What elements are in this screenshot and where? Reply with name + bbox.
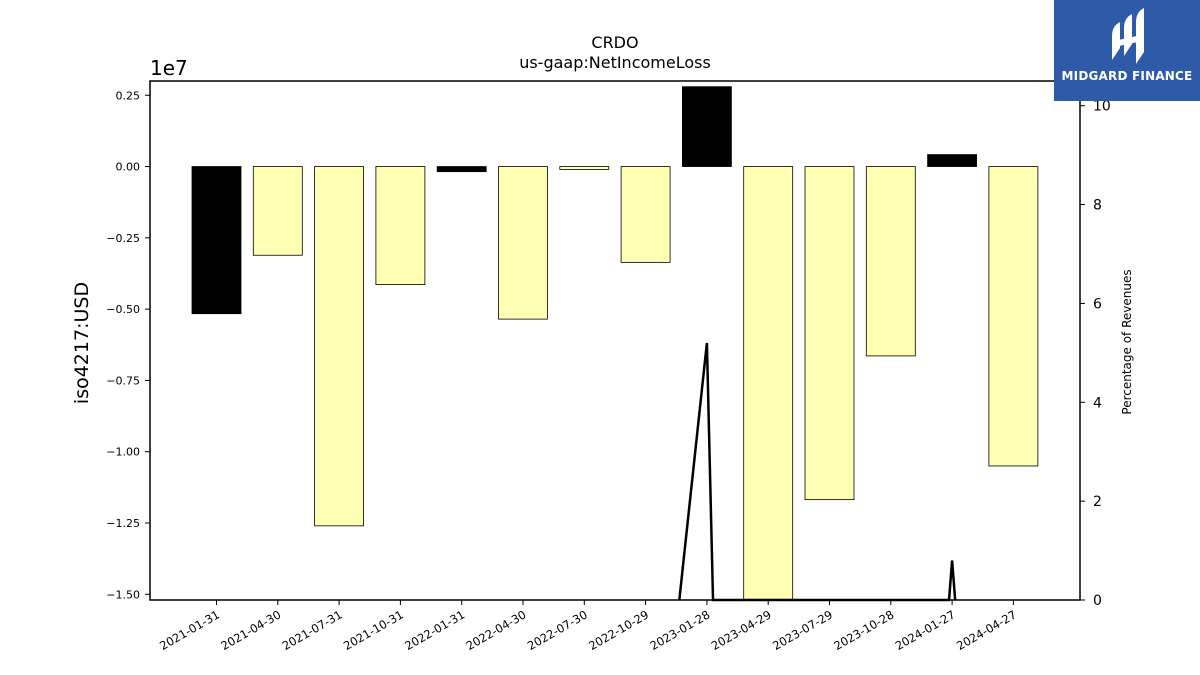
x-tick-label: 2022-07-30 [525,607,590,653]
bar-2021-01-31 [191,166,242,315]
y-tick-label: −1.00 [106,446,140,459]
x-tick-label: 2023-04-29 [709,607,774,653]
x-tick-label: 2022-10-29 [586,607,651,653]
x-tick-label: 2023-07-29 [770,607,835,653]
y-tick-label: −1.50 [106,588,140,601]
y2-tick-label: 6 [1093,296,1102,312]
x-tick-label: 2021-10-31 [341,607,406,653]
bar-2021-10-31 [375,166,426,286]
y2-tick-label: 0 [1093,593,1102,609]
x-tick-label: 2023-01-28 [648,607,713,653]
x-tick-label: 2024-04-27 [954,607,1019,653]
y2-tick-label: 4 [1093,395,1102,411]
y-tick-label: 0.25 [116,89,141,102]
y-axis-label: iso4217:USD [71,282,93,404]
x-tick-label: 2021-07-31 [280,607,345,653]
logo-text: MIDGARD FINANCE [1061,69,1193,83]
y-tick-label: 0.00 [116,161,141,174]
bar-2022-01-31 [436,166,487,173]
y-tick-label: −0.50 [106,303,140,316]
x-tick-label: 2021-04-30 [218,607,283,653]
x-tick-label: 2021-01-31 [157,607,222,653]
bar-2024-04-27 [988,166,1039,467]
chart-title: CRDO [591,33,638,52]
plot-frame [149,80,1081,601]
x-tick-label: 2022-04-30 [464,607,529,653]
y-tick-label: −0.75 [106,374,140,387]
chart-subtitle: us-gaap:NetIncomeLoss [519,53,711,72]
y-ticks: −1.50 −1.25 −1.00 −0.75 −0.50 −0.25 0.00 0.25 [106,89,150,601]
y-tick-label: −1.25 [106,517,140,530]
brand-logo: MIDGARD FINANCE [1054,0,1200,101]
bars-group [191,86,1039,601]
x-tick-label: 2023-10-28 [831,607,896,653]
y2-tick-label: 8 [1093,198,1102,214]
y2-ticks: 0 2 4 6 8 10 [1080,99,1111,609]
y-tick-label: −0.25 [106,232,140,245]
y2-tick-label: 2 [1093,494,1102,510]
bar-2023-04-29 [743,166,794,601]
x-ticks: 2021-01-312021-04-302021-07-312021-10-31… [157,600,1019,653]
bar-2022-07-30 [559,166,610,170]
bar-2023-01-28 [682,86,732,167]
y2-axis-label: Percentage of Revenues [1120,269,1134,414]
bar-2022-10-29 [620,166,671,263]
bar-2023-10-28 [865,166,916,357]
x-tick-label: 2024-01-27 [893,607,958,653]
y2-tick-label: 10 [1093,99,1111,115]
x-tick-label: 2022-01-31 [402,607,467,653]
midgard-logo-icon [1112,8,1144,64]
bar-2024-01-27 [927,154,977,167]
bar-2021-07-31 [314,166,365,527]
y-offset-label: 1e7 [150,56,188,80]
bar-2022-04-30 [498,166,548,320]
bar-2023-07-29 [804,166,855,501]
bar-2021-04-30 [252,166,303,256]
